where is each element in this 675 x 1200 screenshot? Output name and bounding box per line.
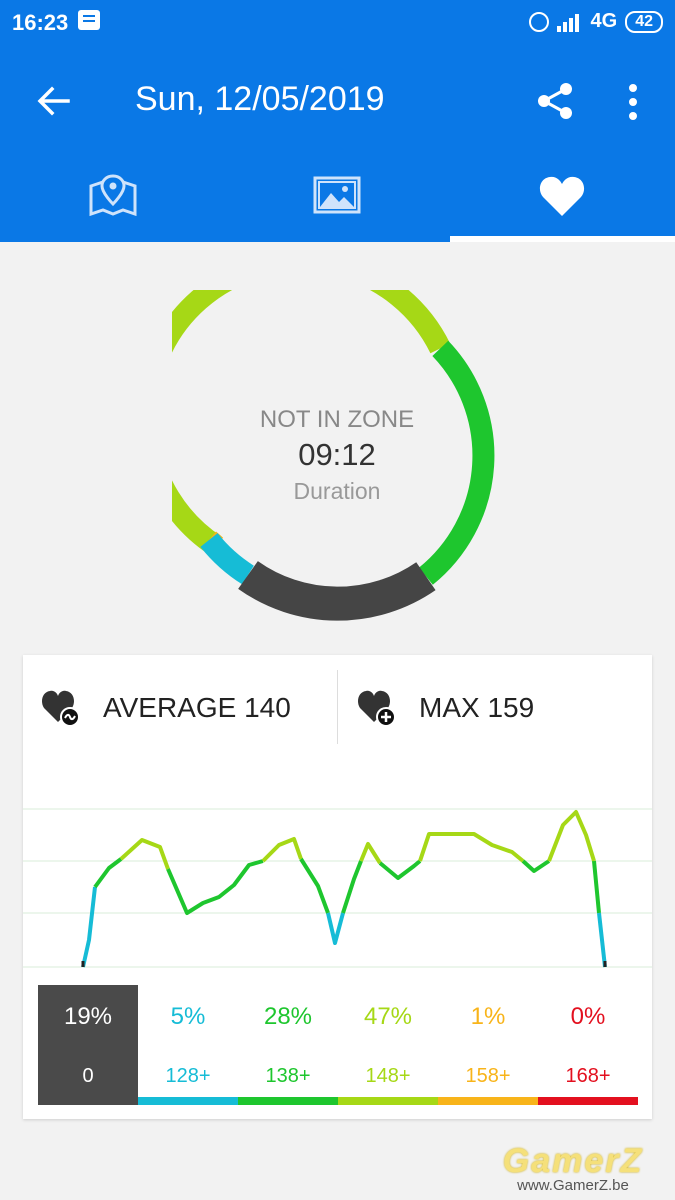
image-icon [313, 176, 361, 214]
ring-zone-label: NOT IN ZONE [259, 406, 415, 433]
heart-icon [539, 176, 585, 216]
heart-average-icon [41, 688, 81, 728]
zone-threshold: 128+ [165, 1065, 211, 1087]
share-icon[interactable] [536, 82, 574, 120]
hr-line-segment [341, 860, 363, 914]
tab-heart-rate[interactable] [450, 156, 675, 242]
more-options-icon[interactable] [622, 82, 644, 122]
zone-threshold: 158+ [465, 1065, 511, 1087]
hr-line-segment [119, 838, 170, 870]
heart-max-icon [357, 688, 397, 728]
zone-158: 1% 158+ [438, 985, 538, 1105]
zone-color-bar [438, 1097, 538, 1105]
zone-percent: 47% [363, 1003, 413, 1030]
ring-segment-128 [200, 532, 255, 585]
zone-color-bar [238, 1097, 338, 1105]
hr-line-segment [93, 857, 123, 889]
ring-segment-148 [172, 290, 451, 555]
zone-percent: 5% [170, 1003, 206, 1030]
battery-indicator: 42 [625, 10, 663, 33]
hr-line-segment [261, 837, 303, 863]
zone-percent: 19% [63, 1003, 113, 1030]
message-notification-icon [78, 10, 100, 30]
zone-color-bar [338, 1097, 438, 1105]
page-title: Sun, 12/05/2019 [135, 80, 385, 118]
signal-icon [556, 12, 583, 32]
status-icons: 4G 42 [528, 10, 663, 33]
ring-segment-138 [418, 340, 495, 585]
average-label: AVERAGE 140 [103, 692, 291, 723]
watermark: GamerZ www.GamerZ.be [488, 1142, 658, 1194]
heart-rate-card: AVERAGE 140 MAX 159 [23, 655, 652, 1119]
zone-percent: 0% [570, 1003, 606, 1030]
zone-color-bar [138, 1097, 238, 1105]
back-arrow-icon[interactable] [36, 84, 70, 118]
zone-color-bar [538, 1097, 638, 1105]
zone-threshold: 168+ [565, 1065, 611, 1087]
network-type: 4G [590, 10, 618, 32]
hr-line-segment [81, 886, 97, 968]
zone-threshold: 0 [82, 1065, 94, 1087]
ring-duration-label: Duration [293, 478, 381, 504]
zone-148: 47% 148+ [338, 985, 438, 1105]
status-time: 16:23 [12, 10, 69, 35]
hr-line-segment [592, 860, 601, 914]
map-icon [89, 174, 137, 217]
ring-segment-not-in-zone [238, 560, 436, 621]
hr-line-segment [359, 842, 382, 865]
average-stat: AVERAGE 140 [41, 683, 291, 733]
watermark-url: www.GamerZ.be [517, 1177, 629, 1194]
watermark-logo: GamerZ [502, 1142, 644, 1180]
ring-duration-value: 09:12 [298, 437, 376, 472]
hr-line-segment [299, 857, 330, 914]
hr-line-segment [547, 810, 596, 862]
tab-map[interactable] [0, 156, 225, 242]
hr-line-segment [521, 859, 551, 873]
hr-line-segment [418, 832, 525, 863]
status-bar: 16:23 4G 42 [0, 0, 675, 46]
app-bar: Sun, 12/05/2019 [0, 46, 675, 156]
zone-ring: NOT IN ZONE 09:12 Duration [172, 290, 502, 630]
zone-threshold: 148+ [365, 1065, 411, 1087]
zone-breakdown: 19% 0 5% 128+ 28% 138+ 47% 148+ 1% 158+ … [38, 985, 638, 1105]
heart-rate-line-chart [23, 808, 652, 968]
zone-138: 28% 138+ [238, 985, 338, 1105]
zone-128: 5% 128+ [138, 985, 238, 1105]
zone-percent: 1% [470, 1003, 506, 1030]
zone-percent: 28% [263, 1003, 313, 1030]
max-stat: MAX 159 [357, 683, 534, 733]
zone-not-in-zone: 19% 0 [38, 985, 138, 1105]
zone-ring-chart [172, 290, 495, 621]
tab-photos[interactable] [225, 156, 450, 242]
zone-168: 0% 168+ [538, 985, 638, 1105]
tab-indicator [450, 236, 675, 242]
max-label: MAX 159 [419, 692, 535, 723]
hr-line-segment [326, 912, 345, 945]
alarm-icon [528, 11, 549, 32]
stats-divider [337, 670, 338, 744]
hr-line-segment [378, 859, 422, 880]
hr-line-segment [597, 912, 607, 968]
zone-threshold: 138+ [265, 1065, 311, 1087]
tab-bar [0, 156, 675, 242]
hr-line-segment [166, 859, 264, 915]
